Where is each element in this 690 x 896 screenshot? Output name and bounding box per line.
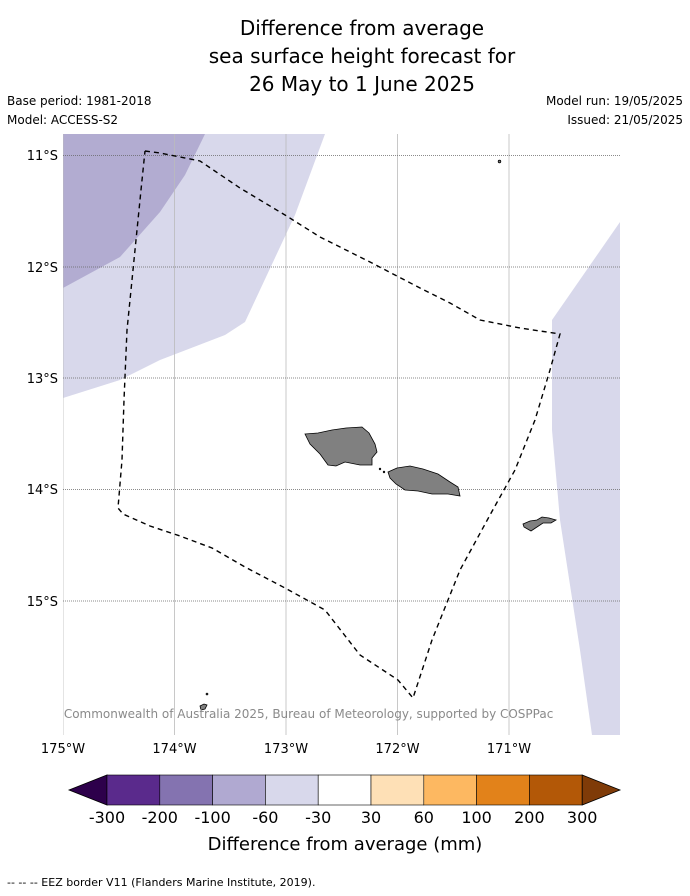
colorbar-tick-5: -30	[305, 808, 331, 827]
colorbar-tick-4: -60	[252, 808, 278, 827]
colorbar-extend-low	[67, 774, 108, 806]
colorbar-ticks: -300 -200 -100 -60 -30 30 60 100 200 300	[89, 808, 598, 827]
colorbar-label: Difference from average (mm)	[208, 834, 483, 855]
copyright-text: © Commonwealth of Australia 2025, Bureau…	[48, 707, 553, 721]
lat-labels: 11°S 12°S 13°S 14°S 15°S	[27, 149, 58, 610]
colorbar-bin-1	[106, 774, 161, 806]
colorbar-extend-high	[581, 774, 622, 806]
meta-right: Model run: 19/05/2025 Issued: 21/05/2025	[546, 93, 683, 131]
lon-label-172: 172°W	[375, 742, 419, 757]
island-swains	[497, 159, 502, 164]
land	[199, 159, 557, 711]
colorbar-tick-2: -200	[142, 808, 178, 827]
meta-left: Base period: 1981-2018 Model: ACCESS-S2	[7, 93, 152, 131]
map-title: Difference from average sea surface heig…	[0, 14, 690, 98]
anomaly-region-light-east	[552, 222, 620, 735]
island-savaii	[304, 426, 378, 467]
lat-label-14: 14°S	[27, 483, 58, 498]
colorbar-bin-4	[265, 774, 319, 806]
lon-label-175: 175°W	[41, 742, 85, 757]
lat-label-15: 15°S	[27, 595, 58, 610]
model-text: Model: ACCESS-S2	[7, 113, 119, 127]
islet-apolima	[378, 467, 382, 471]
colorbar-tick-6: 30	[361, 808, 381, 827]
title-line-3: 26 May to 1 June 2025	[249, 72, 475, 96]
islet-small	[205, 692, 209, 696]
issued-text: Issued: 21/05/2025	[567, 113, 683, 127]
island-tutuila	[522, 516, 557, 532]
colorbar-tick-9: 200	[514, 808, 545, 827]
latitude-gridlines	[63, 155, 620, 602]
colorbar-bin-5	[317, 774, 372, 806]
base-period-text: Base period: 1981-2018	[7, 94, 152, 108]
colorbar-tick-8: 100	[461, 808, 492, 827]
island-south-islet	[199, 703, 208, 711]
eez-legend-text: -- -- -- EEZ border V11 (Flanders Marine…	[7, 876, 316, 889]
lon-label-173: 173°W	[264, 742, 308, 757]
anomaly-region-medium-nw	[63, 134, 205, 288]
islet-manono	[382, 470, 386, 474]
colorbar-tick-7: 60	[414, 808, 434, 827]
colorbar-tick-10: 300	[567, 808, 598, 827]
eez-border	[117, 150, 561, 700]
colorbar-tick-3: -100	[194, 808, 230, 827]
lat-label-11: 11°S	[27, 149, 58, 164]
colorbar-bin-3	[212, 774, 266, 806]
title-line-1: Difference from average	[239, 16, 485, 40]
title-line-2: sea surface height forecast for	[208, 44, 516, 68]
model-run-text: Model run: 19/05/2025	[545, 94, 683, 108]
colorbar-bin-6	[370, 774, 425, 806]
colorbar-bin-9	[529, 774, 583, 806]
colorbar-bin-7	[423, 774, 477, 806]
lon-label-171: 171°W	[487, 742, 531, 757]
colorbar-tick-1: -300	[89, 808, 125, 827]
colorbar-bin-8	[476, 774, 530, 806]
colorbar	[67, 774, 622, 806]
lat-label-12: 12°S	[27, 261, 58, 276]
lon-label-174: 174°W	[152, 742, 196, 757]
longitude-gridlines	[63, 134, 510, 735]
lon-labels: 175°W 174°W 173°W 172°W 171°W	[41, 742, 531, 757]
map-panel: © Commonwealth of Australia 2025, Bureau…	[48, 134, 620, 735]
lat-label-13: 13°S	[27, 372, 58, 387]
island-upolu	[387, 465, 461, 497]
colorbar-bin-2	[159, 774, 213, 806]
